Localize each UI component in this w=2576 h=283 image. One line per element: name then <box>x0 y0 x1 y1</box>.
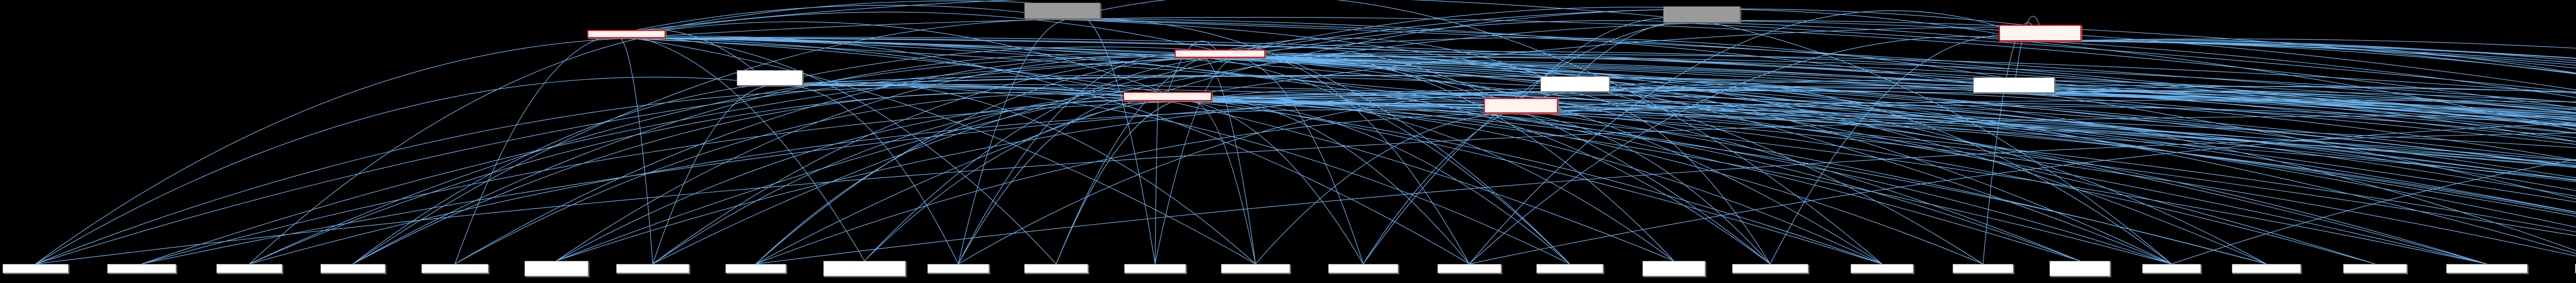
graph-leaf-node[interactable] <box>3 264 69 273</box>
graph-leaf-node[interactable] <box>421 264 488 273</box>
graph-node[interactable] <box>1175 49 1265 58</box>
graph-node[interactable] <box>1484 98 1558 113</box>
graph-leaf-node[interactable] <box>216 264 282 273</box>
graph-leaf-node[interactable] <box>2142 264 2201 273</box>
graph-leaf-node[interactable] <box>2232 264 2301 273</box>
graph-node[interactable] <box>1973 77 2055 93</box>
graph-node[interactable] <box>737 70 803 86</box>
graph-leaf-node[interactable] <box>725 264 786 273</box>
graph-leaf-node[interactable] <box>2446 264 2528 273</box>
graph-leaf-node[interactable] <box>1024 264 1088 273</box>
graph-leaf-node[interactable] <box>616 264 689 273</box>
graph-leaf-node[interactable] <box>1732 264 1808 273</box>
graph-leaf-node[interactable] <box>107 264 176 273</box>
graph-leaf-node[interactable] <box>2343 264 2407 273</box>
graph-leaf-node[interactable] <box>1536 264 1603 273</box>
graph-node[interactable] <box>1540 76 1609 92</box>
graph-node[interactable] <box>1024 3 1100 19</box>
graph-leaf-node[interactable] <box>927 264 989 273</box>
graph-leaf-node[interactable] <box>1642 261 1705 276</box>
graph-leaf-node[interactable] <box>823 261 906 276</box>
graph-leaf-node[interactable] <box>1124 264 1186 273</box>
graph-leaf-node[interactable] <box>524 261 588 276</box>
graph-leaf-node[interactable] <box>1851 264 1913 273</box>
graph-leaf-node[interactable] <box>1221 264 1290 273</box>
graph-leaf-node[interactable] <box>2049 261 2110 276</box>
graph-node[interactable] <box>1663 6 1740 23</box>
graph-node[interactable] <box>587 30 666 38</box>
graph-leaf-node[interactable] <box>2575 264 2576 273</box>
graph-node[interactable] <box>1999 25 2081 41</box>
graph-node[interactable] <box>1123 92 1212 101</box>
graph-leaf-node[interactable] <box>1328 264 1398 273</box>
graph-leaf-node[interactable] <box>1437 264 1501 273</box>
graph-leaf-node[interactable] <box>1953 264 2013 273</box>
graph-leaf-node[interactable] <box>320 264 385 273</box>
